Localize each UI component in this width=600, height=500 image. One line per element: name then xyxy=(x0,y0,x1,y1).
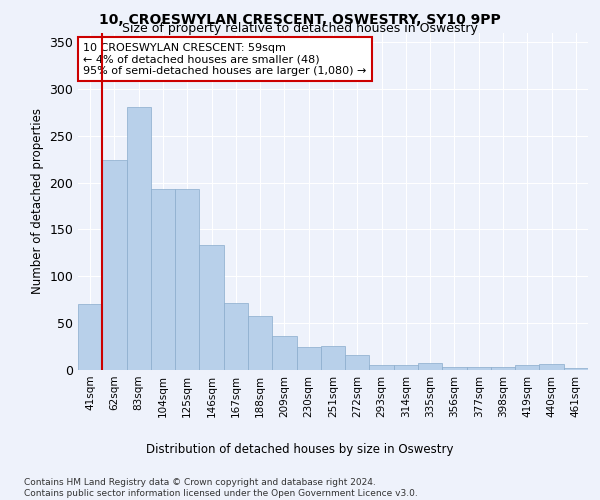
Text: 10, CROESWYLAN CRESCENT, OSWESTRY, SY10 9PP: 10, CROESWYLAN CRESCENT, OSWESTRY, SY10 … xyxy=(99,12,501,26)
Text: Contains HM Land Registry data © Crown copyright and database right 2024.
Contai: Contains HM Land Registry data © Crown c… xyxy=(24,478,418,498)
Bar xyxy=(418,362,442,370)
Y-axis label: Number of detached properties: Number of detached properties xyxy=(31,108,44,294)
Bar xyxy=(491,367,515,370)
Bar xyxy=(78,304,102,370)
Bar xyxy=(296,346,321,370)
Bar xyxy=(272,336,296,370)
Bar xyxy=(321,346,345,370)
Bar xyxy=(102,160,127,370)
Text: Size of property relative to detached houses in Oswestry: Size of property relative to detached ho… xyxy=(122,22,478,35)
Text: 10 CROESWYLAN CRESCENT: 59sqm
← 4% of detached houses are smaller (48)
95% of se: 10 CROESWYLAN CRESCENT: 59sqm ← 4% of de… xyxy=(83,42,367,76)
Bar xyxy=(224,304,248,370)
Bar xyxy=(345,355,370,370)
Bar xyxy=(394,366,418,370)
Bar xyxy=(127,106,151,370)
Bar xyxy=(539,364,564,370)
Bar xyxy=(515,366,539,370)
Text: Distribution of detached houses by size in Oswestry: Distribution of detached houses by size … xyxy=(146,442,454,456)
Bar xyxy=(370,366,394,370)
Bar xyxy=(442,367,467,370)
Bar xyxy=(564,368,588,370)
Bar xyxy=(175,189,199,370)
Bar xyxy=(199,246,224,370)
Bar xyxy=(467,367,491,370)
Bar xyxy=(151,189,175,370)
Bar xyxy=(248,316,272,370)
